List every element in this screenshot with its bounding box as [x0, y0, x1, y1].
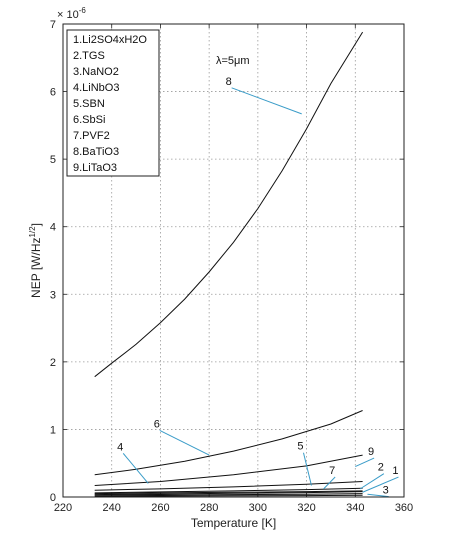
x-tick-label: 340 — [346, 502, 364, 514]
callout-line-8 — [231, 87, 302, 115]
y-tick-label: 4 — [50, 222, 56, 234]
callout-label-1: 1 — [392, 465, 398, 477]
x-tick-label: 240 — [103, 502, 121, 514]
callout-label-6: 6 — [154, 418, 160, 430]
callout-line-4 — [122, 453, 149, 484]
y-axis-label-main: NEP [W/Hz — [29, 238, 43, 298]
legend-item-1: 1.Li2SO4xH2O — [73, 34, 147, 46]
x-tick-label: 220 — [54, 502, 72, 514]
series-line-9 — [94, 454, 363, 486]
callout-label-2: 2 — [378, 462, 384, 474]
callout-line-6 — [159, 429, 210, 456]
callout-line-9 — [355, 457, 375, 468]
x-tick-label: 260 — [151, 502, 169, 514]
y-tick-label: 6 — [50, 87, 56, 99]
callout-line-5 — [302, 452, 312, 486]
callout-label-9: 9 — [368, 446, 374, 458]
y-tick-label: 1 — [50, 424, 56, 436]
y-tick-label: 2 — [50, 357, 56, 369]
callout-label-8: 8 — [226, 76, 232, 88]
series-line-1 — [94, 493, 363, 496]
callout-line-2 — [359, 473, 385, 490]
y-tick-label: 7 — [50, 19, 56, 31]
legend-item-6: 6.SbSi — [73, 114, 105, 126]
wavelength-annotation: λ=5μm — [216, 55, 250, 67]
legend-item-8: 8.BaTiO3 — [73, 146, 119, 158]
y-axis-label-sup: 1/2 — [28, 226, 37, 238]
series-line-8 — [94, 31, 364, 378]
legend-item-3: 3.NaNO2 — [73, 66, 119, 78]
callout-label-4: 4 — [117, 441, 123, 453]
legend-item-7: 7.PVF2 — [73, 130, 110, 142]
callout-line-3 — [367, 493, 389, 498]
legend-box — [66, 29, 160, 177]
series-line-4 — [94, 490, 363, 495]
y-tick-label: 5 — [50, 154, 56, 166]
y-axis-label-end: ] — [29, 223, 43, 226]
y-axis-label: NEP [W/Hz1/2] — [28, 223, 43, 298]
series-line-7 — [94, 487, 363, 494]
callout-line-7 — [323, 476, 336, 490]
y-scale-factor: × 10-6 — [57, 6, 86, 21]
series-line-5 — [94, 481, 363, 491]
callout-label-5: 5 — [297, 441, 303, 453]
legend-item-9: 9.LiTaO3 — [73, 162, 117, 174]
legend-item-4: 4.LiNbO3 — [73, 82, 119, 94]
y-tick-label: 3 — [50, 289, 56, 301]
x-tick-label: 300 — [249, 502, 267, 514]
y-scale-base: × 10 — [57, 9, 79, 21]
legend-item-5: 5.SBN — [73, 98, 105, 110]
series-line-2 — [94, 491, 363, 496]
x-tick-label: 280 — [200, 502, 218, 514]
callout-label-7: 7 — [329, 465, 335, 477]
callout-label-3: 3 — [383, 485, 389, 497]
x-tick-label: 320 — [297, 502, 315, 514]
y-tick-label: 0 — [50, 492, 56, 504]
axes-box — [62, 23, 405, 498]
x-tick-label: 360 — [395, 502, 413, 514]
series-line-3 — [94, 494, 363, 497]
legend-item-2: 2.TGS — [73, 50, 105, 62]
x-axis-label: Temperature [K] — [191, 516, 276, 530]
y-scale-exponent: -6 — [79, 6, 87, 15]
callout-line-1 — [362, 476, 399, 493]
